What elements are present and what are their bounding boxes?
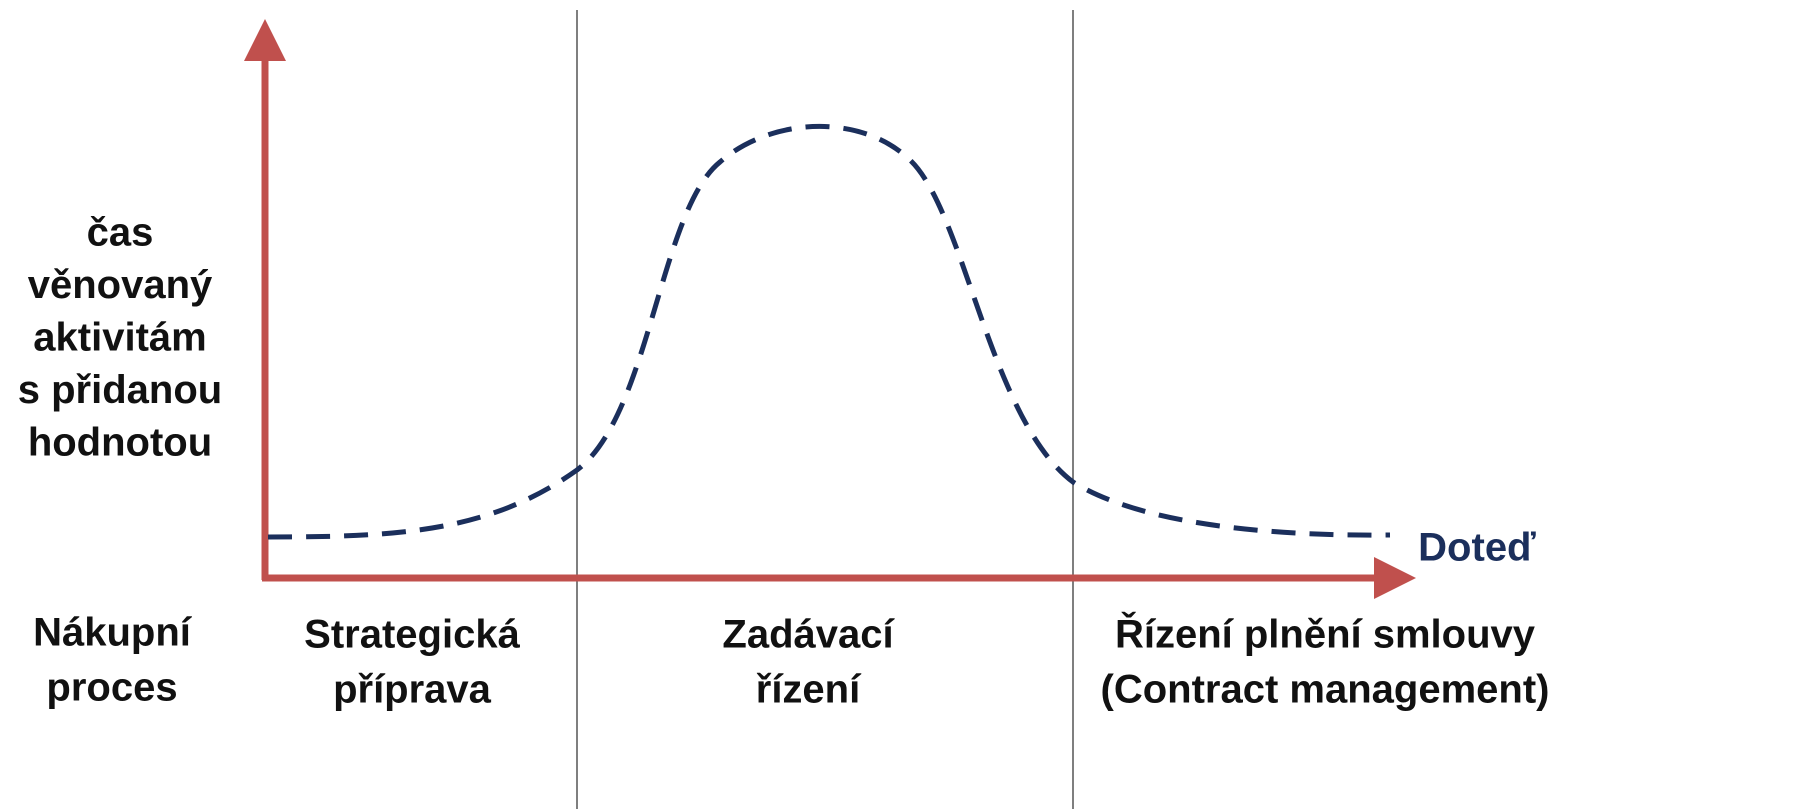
phase-label: Zadávací xyxy=(722,613,895,657)
y-axis-label: věnovaný xyxy=(28,263,213,307)
curve-label: Doteď xyxy=(1418,526,1536,570)
phase-label: příprava xyxy=(333,668,492,712)
phase-label: (Contract management) xyxy=(1101,668,1550,712)
x-axis-label: Nákupní xyxy=(33,611,193,655)
value-curve xyxy=(267,124,1391,540)
phase-label: Řízení plnění smlouvy xyxy=(1115,611,1536,657)
phase-label: řízení xyxy=(756,668,862,712)
phase-label: Strategická xyxy=(304,613,520,657)
y-axis-label: aktivitám xyxy=(33,316,206,360)
y-axis-label: čas xyxy=(87,211,154,255)
x-axis-label: proces xyxy=(46,666,177,710)
labels: čas věnovaný aktivitám s přidanou hodnotou Ná… xyxy=(18,211,1550,712)
y-axis-label: s přidanou xyxy=(18,368,222,412)
y-axis-label: hodnotou xyxy=(28,421,212,465)
